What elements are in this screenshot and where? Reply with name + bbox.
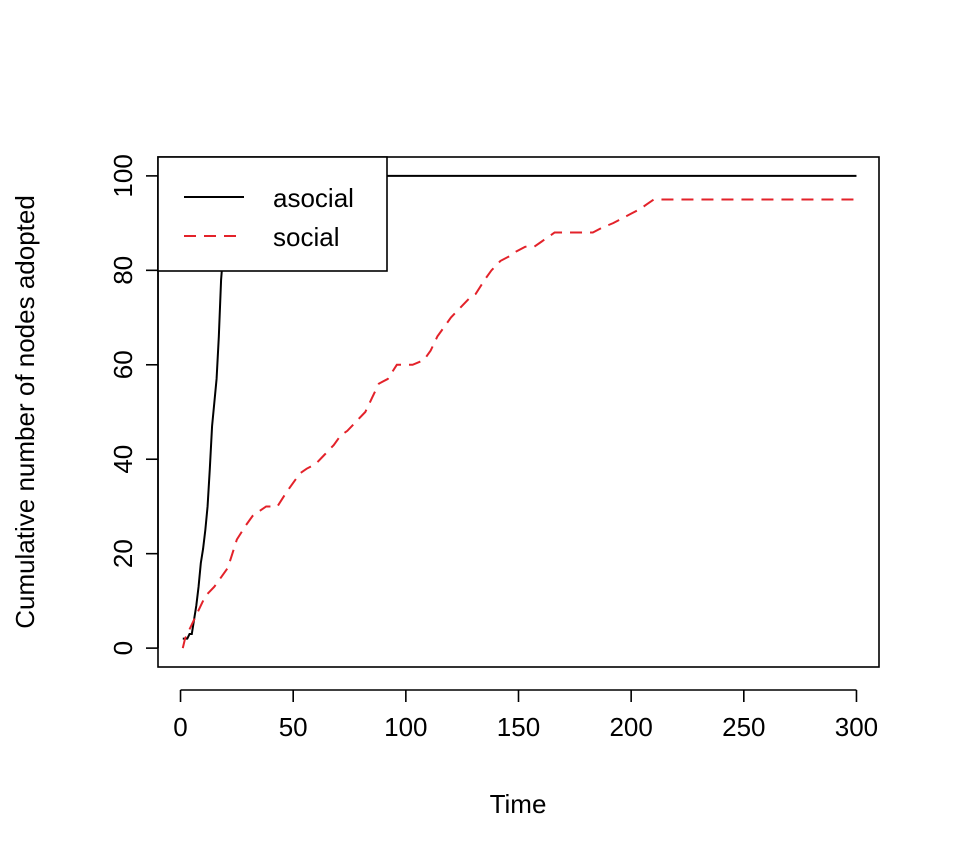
legend-label-asocial: asocial [273, 183, 354, 213]
y-tick-label: 60 [108, 350, 138, 379]
y-axis-title: Cumulative number of nodes adopted [10, 195, 40, 629]
x-tick-label: 0 [173, 712, 187, 742]
y-tick-label: 80 [108, 256, 138, 285]
x-axis: 0 50 100 150 200 250 300 [173, 689, 878, 742]
legend: asocial social [157, 156, 388, 272]
y-axis: 0 20 40 60 80 100 [108, 154, 159, 655]
x-tick-label: 150 [497, 712, 540, 742]
x-tick-label: 50 [279, 712, 308, 742]
legend-label-social: social [273, 222, 339, 252]
legend-box [157, 156, 388, 272]
x-tick-label: 250 [722, 712, 765, 742]
y-tick-label: 40 [108, 445, 138, 474]
y-tick-label: 100 [108, 154, 138, 197]
y-tick-label: 0 [108, 641, 138, 655]
x-tick-label: 300 [835, 712, 878, 742]
x-tick-label: 100 [384, 712, 427, 742]
y-tick-label: 20 [108, 539, 138, 568]
x-tick-label: 200 [609, 712, 652, 742]
series-line-social [181, 198, 857, 649]
x-axis-title: Time [490, 789, 547, 819]
